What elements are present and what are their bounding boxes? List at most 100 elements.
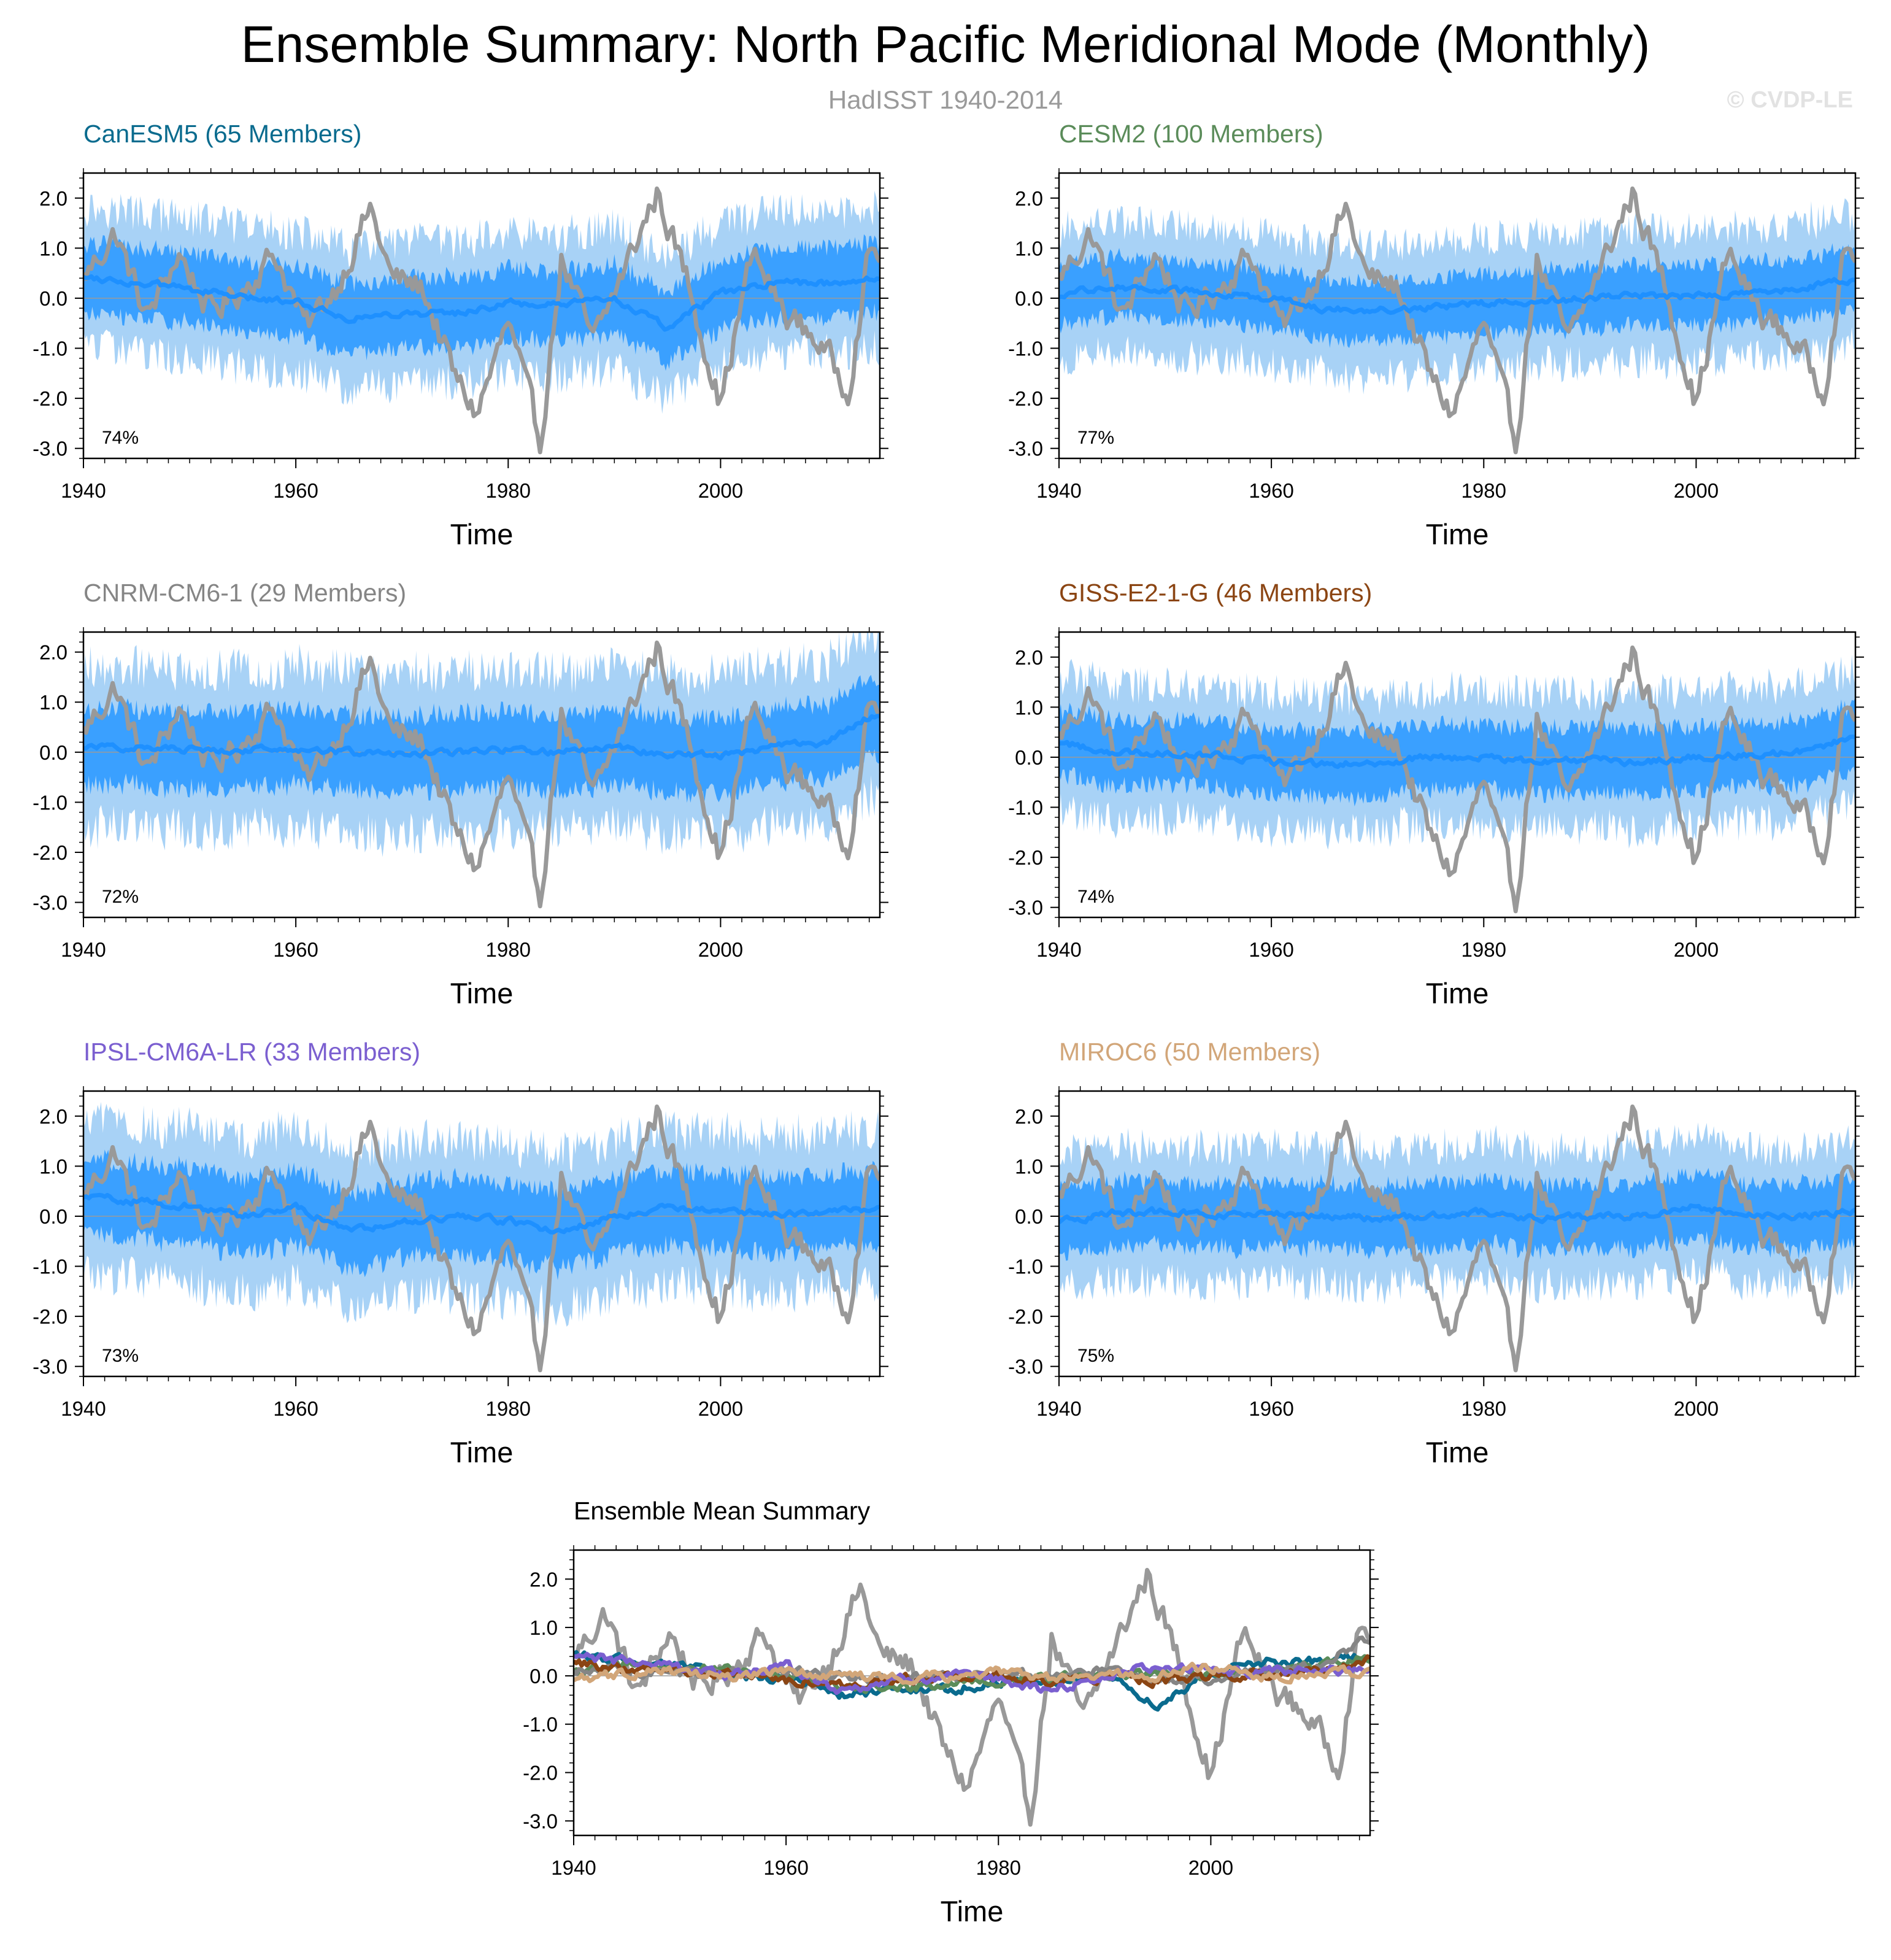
percent-annotation: 74% — [1077, 887, 1114, 907]
x-tick-label: 2000 — [698, 1397, 743, 1420]
y-tick-label: 1.0 — [1015, 1155, 1043, 1178]
plot-area — [574, 1568, 1370, 1827]
y-tick-label: 2.0 — [1015, 646, 1043, 669]
y-tick-label: -2.0 — [1008, 846, 1043, 869]
percent-annotation: 74% — [102, 428, 139, 448]
y-tick-label: 1.0 — [39, 691, 67, 714]
x-tick-label: 1940 — [61, 938, 106, 961]
plot-frame — [1058, 172, 1857, 460]
inner-spread-band — [83, 234, 880, 371]
model-mean-line — [574, 1661, 1370, 1686]
y-tick-label: 0.0 — [1015, 287, 1043, 310]
percent-annotation: 73% — [102, 1346, 139, 1366]
panel-title: CESM2 (100 Members) — [1059, 120, 1323, 148]
inner-spread-band — [83, 674, 880, 803]
y-tick-label: -3.0 — [33, 892, 67, 914]
x-tick-label: 1980 — [486, 938, 531, 961]
observations-line — [1059, 1104, 1855, 1373]
percent-annotation: 75% — [1077, 1346, 1114, 1366]
plot-frame — [1058, 631, 1857, 919]
x-tick-label: 1980 — [1462, 938, 1506, 961]
y-tick-label: 0.0 — [39, 741, 67, 764]
y-tick-label: -1.0 — [1008, 338, 1043, 360]
ensemble-mean-line — [1059, 735, 1855, 770]
y-tick-label: 0.0 — [1015, 746, 1043, 769]
x-axis-title: Time — [1426, 518, 1489, 550]
plot-area — [83, 1102, 880, 1373]
y-tick-label: -2.0 — [523, 1762, 558, 1784]
x-tick-label: 1940 — [1036, 1397, 1081, 1420]
x-tick-label: 1960 — [763, 1856, 808, 1879]
chart-panel-6: MIROC6 (50 Members) 2.0 1.0 0.0 -1.0 -2.0 -3.0… — [1008, 1038, 1864, 1468]
observations-line — [1059, 645, 1855, 914]
x-tick-label: 1980 — [1462, 1397, 1506, 1420]
plot-frame — [1058, 1090, 1857, 1378]
y-tick-label: -2.0 — [1008, 1305, 1043, 1328]
ensemble-mean-line — [83, 714, 880, 761]
percent-annotation: 77% — [1077, 428, 1114, 448]
y-tick-label: -1.0 — [33, 791, 67, 814]
y-tick-label: 2.0 — [1015, 187, 1043, 210]
x-tick-label: 2000 — [698, 938, 743, 961]
x-tick-label: 2000 — [1674, 938, 1719, 961]
plot-area — [83, 632, 880, 909]
x-tick-label: 1960 — [1249, 479, 1293, 502]
x-tick-label: 1960 — [273, 1397, 318, 1420]
plot-frame — [82, 1090, 881, 1378]
y-tick-label: 0.0 — [39, 1205, 67, 1228]
observations-line — [1059, 186, 1855, 455]
y-tick-label: 2.0 — [1015, 1105, 1043, 1128]
panel-title: Ensemble Mean Summary — [574, 1497, 871, 1525]
y-tick-label: 0.0 — [1015, 1205, 1043, 1228]
x-tick-label: 1940 — [61, 1397, 106, 1420]
y-tick-label: -1.0 — [523, 1713, 558, 1736]
x-tick-label: 1960 — [1249, 938, 1293, 961]
y-tick-label: -2.0 — [33, 841, 67, 864]
chart-panel-2: CESM2 (100 Members) 2.0 1.0 0.0 -1.0 -2.0 -3.0… — [1008, 120, 1864, 550]
ensemble-mean-line — [83, 1192, 880, 1235]
x-axis-title: Time — [941, 1895, 1004, 1927]
y-tick-label: 2.0 — [39, 187, 67, 210]
observations-line — [574, 1568, 1370, 1827]
plot-frame — [82, 631, 881, 919]
chart-panel-3: CNRM-CM6-1 (29 Members) 2.0 1.0 0.0 -1.0 -2.0… — [33, 579, 888, 1009]
x-axis-title: Time — [1426, 1436, 1489, 1468]
ensemble-mean-line — [1059, 277, 1855, 315]
chart-panel-4: GISS-E2-1-G (46 Members) 2.0 1.0 0.0 -1.0 -2.… — [1008, 579, 1864, 1009]
y-tick-label: -2.0 — [33, 387, 67, 410]
y-tick-label: 1.0 — [1015, 237, 1043, 260]
y-tick-label: 1.0 — [39, 1155, 67, 1178]
percent-annotation: 72% — [102, 887, 139, 907]
observations-line — [83, 640, 880, 909]
copyright-watermark: © CVDP-LE — [1727, 87, 1853, 113]
y-tick-label: -3.0 — [523, 1810, 558, 1832]
x-tick-label: 2000 — [1674, 479, 1719, 502]
plot-frame — [82, 172, 881, 460]
y-tick-label: -2.0 — [33, 1305, 67, 1328]
main-title: Ensemble Summary: North Pacific Meridion… — [241, 15, 1650, 73]
x-tick-label: 2000 — [1674, 1397, 1719, 1420]
x-axis-title: Time — [450, 977, 514, 1009]
x-axis-title: Time — [1426, 977, 1489, 1009]
y-tick-label: -3.0 — [33, 1356, 67, 1378]
panel-title: MIROC6 (50 Members) — [1059, 1038, 1320, 1066]
x-tick-label: 1980 — [976, 1856, 1021, 1879]
x-axis-title: Time — [450, 518, 514, 550]
observations-line — [83, 186, 880, 455]
x-tick-label: 1940 — [551, 1856, 596, 1879]
y-tick-label: -3.0 — [1008, 897, 1043, 919]
x-tick-label: 1960 — [1249, 1397, 1293, 1420]
x-tick-label: 2000 — [1188, 1856, 1233, 1879]
x-tick-label: 1980 — [486, 1397, 531, 1420]
x-tick-label: 1940 — [1036, 938, 1081, 961]
y-tick-label: -1.0 — [33, 338, 67, 360]
x-tick-label: 1980 — [486, 479, 531, 502]
plot-frame — [572, 1549, 1371, 1837]
panel-title: IPSL-CM6A-LR (33 Members) — [83, 1038, 420, 1066]
y-tick-label: -3.0 — [1008, 438, 1043, 460]
plot-area — [83, 186, 880, 455]
chart-panel-5: IPSL-CM6A-LR (33 Members) 2.0 1.0 0.0 -1.0 -2… — [33, 1038, 888, 1468]
y-tick-label: 0.0 — [39, 287, 67, 310]
x-tick-label: 1960 — [273, 479, 318, 502]
